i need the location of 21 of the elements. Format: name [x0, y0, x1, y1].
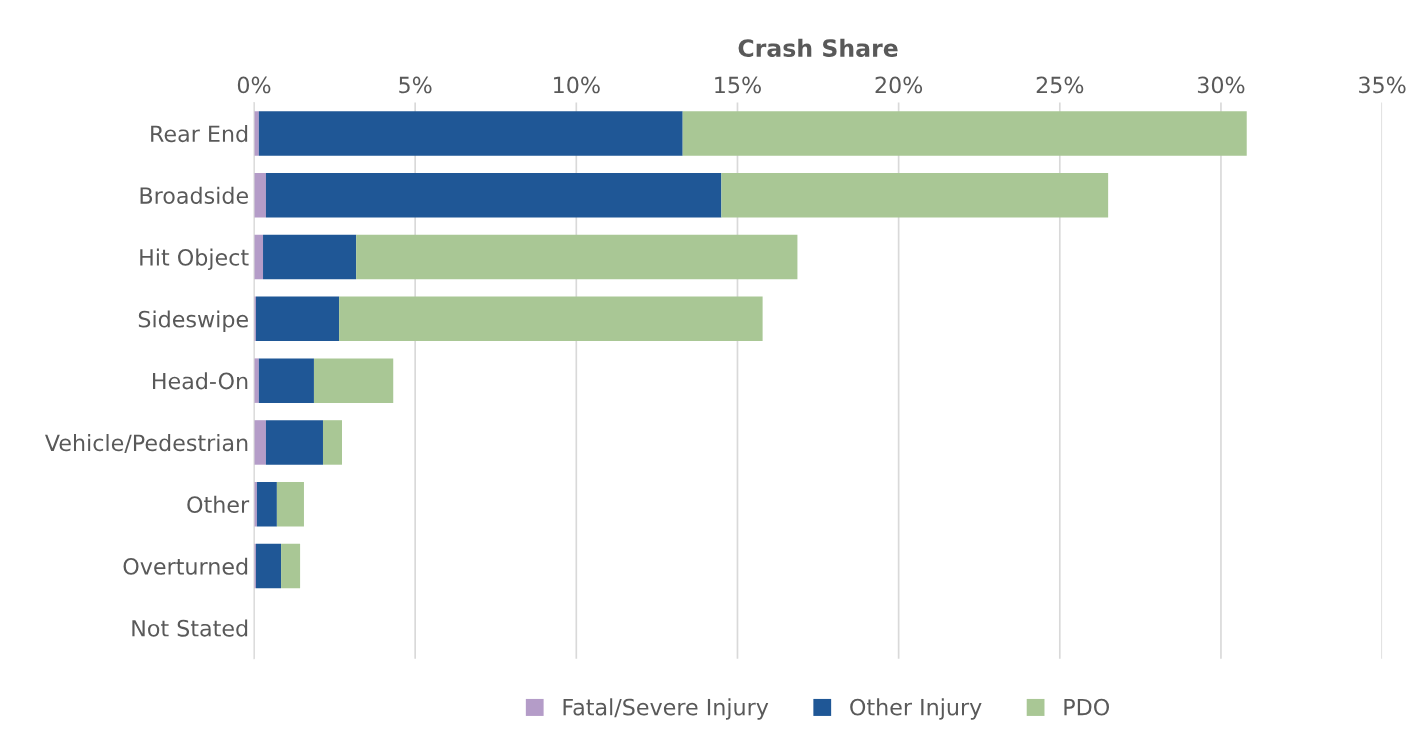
- y-tick-label: Not Stated: [132, 619, 248, 637]
- y-tick-label: Hit Object: [140, 248, 249, 271]
- x-tick-label: 30%: [1197, 76, 1245, 94]
- x-tick-label: 0%: [237, 76, 271, 94]
- y-tick-label: Other: [187, 495, 250, 514]
- x-tick-label: 20%: [875, 76, 923, 94]
- y-tick-label: Rear End: [151, 124, 248, 143]
- y-tick-label: Broadside: [140, 186, 248, 204]
- y-tick-label: Overturned: [123, 557, 248, 575]
- x-tick-label: 35%: [1359, 76, 1406, 94]
- x-tick-label: 15%: [715, 76, 761, 94]
- x-tick-label: 5%: [399, 76, 432, 94]
- legend-label: Fatal/Severe Injury: [563, 698, 769, 720]
- legend-label: PDO: [1064, 698, 1110, 716]
- x-axis-title: Crash Share: [738, 38, 898, 57]
- y-tick-label: Head-On: [153, 372, 248, 390]
- x-tick-label: 10%: [554, 76, 600, 94]
- y-tick-label: Sideswipe: [138, 310, 248, 332]
- legend-label: Other Injury: [850, 698, 982, 720]
- y-tick-label: Vehicle/Pedestrian: [45, 434, 248, 453]
- x-tick-label: 25%: [1036, 76, 1084, 94]
